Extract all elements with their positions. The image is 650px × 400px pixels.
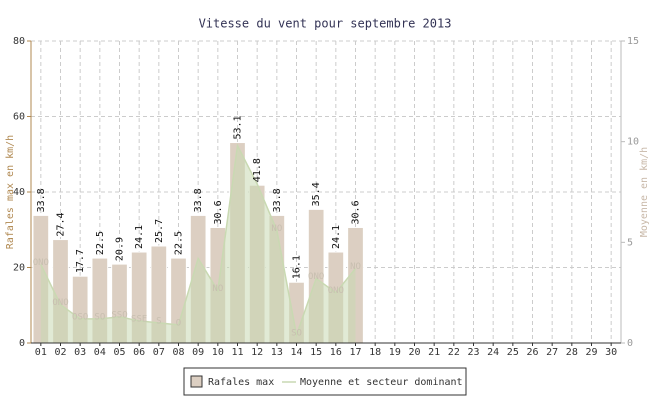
x-tick-label: 21 (428, 347, 440, 358)
y2-tick-label: 0 (627, 338, 633, 349)
data-label: 33.8 (36, 188, 47, 212)
x-tick-label: 12 (251, 347, 263, 358)
sector-label: S (156, 316, 161, 326)
sector-label: OSO (72, 312, 88, 322)
data-label: 30.6 (213, 200, 224, 224)
sector-label: ONO (328, 286, 344, 296)
y2-tick-label: 15 (627, 36, 639, 47)
sector-label: SSO (111, 310, 127, 320)
sector-label: O (176, 318, 181, 328)
y2-tick-label: 5 (627, 237, 633, 248)
x-tick-label: 22 (448, 347, 460, 358)
legend-label: Moyenne et secteur dominant (300, 377, 463, 388)
legend-swatch (190, 375, 203, 388)
legend: Rafales max Moyenne et secteur dominant (183, 367, 467, 396)
legend-box (183, 367, 467, 396)
x-tick-label: 16 (330, 347, 342, 358)
x-tick-label: 17 (349, 347, 361, 358)
y2-axis-title: Moyenne en km/h (639, 147, 650, 237)
data-label: 22.5 (95, 231, 106, 255)
sector-label: SSE (131, 314, 147, 324)
sector-label: NO (271, 224, 282, 234)
x-tick-label: 28 (566, 347, 578, 358)
x-tick-label: 25 (507, 347, 519, 358)
x-tick-label: 14 (290, 347, 302, 358)
sector-label: ONO (308, 272, 324, 282)
data-label: 27.4 (56, 212, 67, 236)
x-tick-label: 11 (231, 347, 243, 358)
x-tick-label: 27 (546, 347, 558, 358)
data-label: 33.8 (193, 188, 204, 212)
legend-label: Rafales max (208, 377, 274, 388)
x-tick-label: 07 (153, 347, 165, 358)
data-label: 41.8 (252, 158, 263, 182)
data-label: 20.9 (115, 237, 126, 261)
sector-label: ONO (52, 298, 68, 308)
y-tick-label: 40 (13, 187, 25, 198)
sector-label: NO (350, 262, 361, 272)
x-tick-label: 10 (212, 347, 224, 358)
y-tick-label: 0 (19, 338, 25, 349)
y-tick-label: 80 (13, 36, 25, 47)
data-label: 22.5 (174, 231, 185, 255)
data-label: 16.1 (292, 255, 303, 279)
y-tick-label: 60 (13, 112, 25, 123)
x-tick-label: 29 (585, 347, 597, 358)
sector-label: SO (291, 328, 302, 338)
y2-tick-label: 10 (627, 137, 639, 148)
x-tick-label: 09 (192, 347, 204, 358)
data-label: 25.7 (154, 219, 165, 243)
sector-label: ONO (33, 258, 49, 268)
x-tick-label: 02 (54, 347, 66, 358)
mean-area (40, 145, 356, 343)
data-label: 30.6 (351, 200, 362, 224)
x-tick-label: 24 (487, 347, 499, 358)
x-tick-label: 01 (35, 347, 47, 358)
x-tick-label: 18 (369, 347, 381, 358)
y-tick-label: 20 (13, 263, 25, 274)
x-tick-label: 13 (271, 347, 283, 358)
chart-title: Vitesse du vent pour septembre 2013 (199, 17, 452, 31)
x-tick-label: 26 (526, 347, 538, 358)
data-label: 17.7 (75, 249, 86, 273)
mean-line (40, 143, 357, 338)
data-label: 35.4 (311, 182, 322, 206)
x-tick-label: 03 (74, 347, 86, 358)
y-axis-title: Rafales max en km/h (5, 135, 16, 249)
x-tick-label: 19 (389, 347, 401, 358)
x-tick-label: 23 (467, 347, 479, 358)
data-label: 33.8 (272, 188, 283, 212)
x-tick-label: 06 (133, 347, 145, 358)
x-tick-label: 05 (113, 347, 125, 358)
x-tick-label: 30 (605, 347, 617, 358)
data-label: 53.1 (233, 115, 244, 139)
data-label: 24.1 (331, 225, 342, 249)
data-label: 24.1 (134, 225, 145, 249)
sector-label: NO (212, 284, 223, 294)
sector-label: SO (94, 312, 105, 322)
x-tick-label: 20 (408, 347, 420, 358)
x-tick-label: 08 (172, 347, 184, 358)
x-tick-label: 04 (94, 347, 106, 358)
x-tick-label: 15 (310, 347, 322, 358)
